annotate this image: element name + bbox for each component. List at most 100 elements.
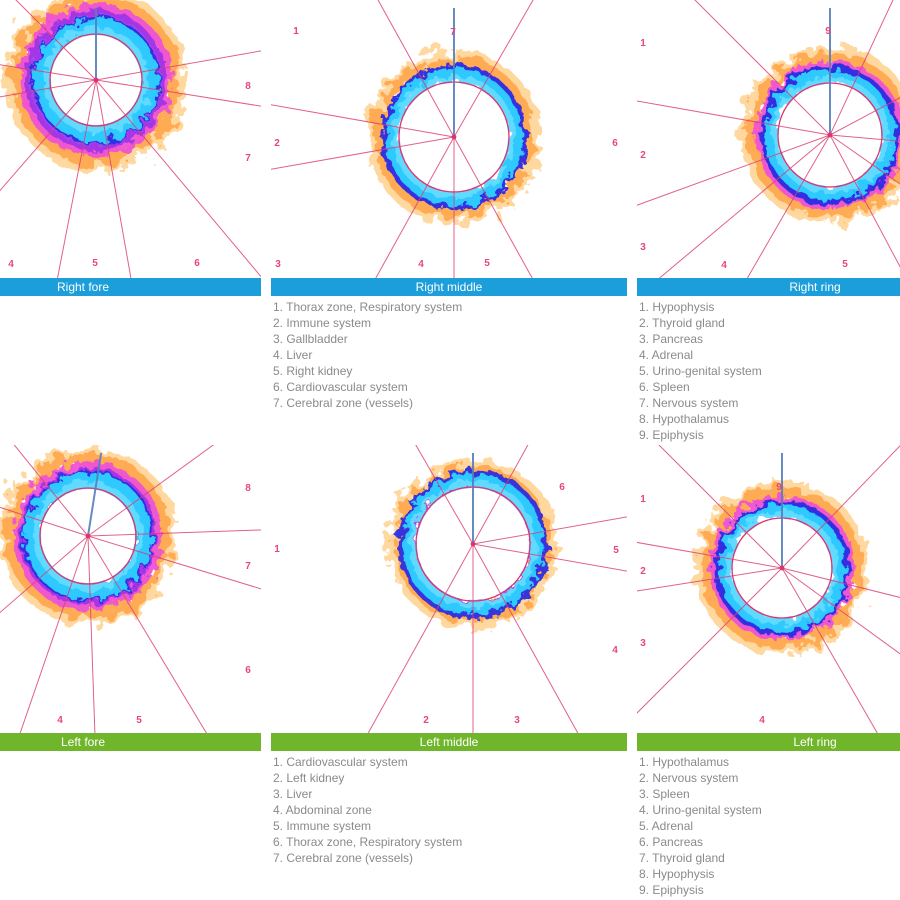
sector-list-item: 4. Urino-genital system (639, 803, 762, 817)
sector-number-label: 3 (640, 242, 646, 253)
sector-number-label: 6 (245, 665, 251, 676)
sector-number-label: 7 (245, 561, 251, 572)
sector-number-label: 4 (418, 259, 424, 270)
sector-number-label: 7 (245, 153, 251, 164)
sector-list-item: 8. Hypothalamus (639, 412, 730, 426)
aura-visualization: 1 2 3 4 9 (637, 445, 900, 733)
sector-list-item: 4. Adrenal (639, 348, 694, 362)
sector-list-item: 6. Spleen (639, 380, 690, 394)
aura-image-left-fore[interactable]: 4 5 6 7 8 (0, 445, 261, 733)
panel-left-ring: 1 2 3 4 9 Left ring 1. Hypothalamus 2. Nervou… (637, 445, 900, 900)
sector-list: 1. Cardiovascular system 2. Left kidney 3.… (271, 751, 627, 866)
panel-title-bar: Right ring (637, 278, 900, 296)
aura-image-left-ring[interactable]: 1 2 3 4 9 (637, 445, 900, 733)
sector-list-item (0, 834, 261, 850)
sector-list-item: 4. Abdominal zone (273, 803, 372, 817)
sector-list-item: 3. Liver (273, 787, 313, 801)
sector-list-item: 5. Right kidney (273, 364, 353, 378)
panel-right-middle: 1 2 3 4 5 6 7 Right middle 1. Thorax zone, Res… (271, 0, 627, 445)
panel-right-ring: 1 2 3 4 5 9 Right ring 1. Hypophysis 2. Thyroi… (637, 0, 900, 445)
panel-title: Right fore (56, 280, 110, 294)
sector-list-item: 3. Pancreas (639, 332, 704, 346)
sector-list-item (0, 866, 261, 882)
sector-number-label: 8 (245, 81, 251, 92)
sector-number-label: 6 (612, 138, 618, 149)
aura-image-right-middle[interactable]: 1 2 3 4 5 6 7 (271, 0, 627, 278)
panel-title: Right middle (415, 280, 483, 294)
sector-list-item: 6. Thorax zone, Respiratory system (273, 835, 463, 849)
sector-list-item: ninor zone (0, 802, 261, 818)
sector-number-label: 5 (484, 258, 490, 269)
sector-number-label: 4 (721, 260, 727, 271)
sector-list-item (0, 299, 261, 315)
sector-list: ninor zone non (0, 296, 261, 443)
aura-visualization: 1 2 3 4 5 9 (637, 0, 900, 278)
sector-number-label: 4 (759, 715, 765, 726)
sector-list-item: 5. Adrenal (639, 819, 694, 833)
sector-list-item: 3. Gallbladder (273, 332, 348, 346)
sector-number-label: 6 (559, 482, 565, 493)
sector-list-item: on (0, 882, 261, 898)
aura-image-right-ring[interactable]: 1 2 3 4 5 9 (637, 0, 900, 278)
sector-number-label: 5 (842, 259, 848, 270)
sector-list-item: 7. Nervous system (639, 396, 739, 410)
sector-list: on teninor zone on (0, 751, 261, 898)
panel-title: Left fore (60, 735, 106, 749)
sector-number-label: 5 (92, 258, 98, 269)
aura-visualization: 1 2 3 4 5 6 (274, 445, 627, 733)
sector-list-item: 4. Liver (273, 348, 313, 362)
sector-number-label: 3 (514, 715, 520, 726)
sector-number-label: 1 (293, 26, 299, 37)
sector-number-label: 5 (136, 715, 142, 726)
sector-list-item (0, 315, 261, 331)
aura-image-right-fore[interactable]: 4 5 6 7 8 (0, 0, 261, 278)
sector-number-label: 6 (194, 258, 200, 269)
sector-list-item: 1. Thorax zone, Respiratory system (273, 300, 463, 314)
panel-left-fore: 4 5 6 7 8 Left fore on teninor zone on (0, 445, 261, 900)
panel-title-bar: Right fore (0, 278, 261, 296)
sector-list-item: 1. Cardiovascular system (273, 755, 408, 769)
sector-list-item: 3. Spleen (639, 787, 690, 801)
panel-title: Left middle (419, 735, 479, 749)
sector-list-item (0, 770, 261, 786)
sector-list-item: on (0, 754, 261, 770)
aura-visualization: 4 5 6 7 8 (0, 445, 261, 733)
sector-list-item (0, 379, 261, 395)
sector-number-label: 2 (274, 138, 280, 149)
sector-number-label: 2 (423, 715, 429, 726)
sector-list-item (0, 395, 261, 411)
sector-list: 1. Hypothalamus 2. Nervous system 3. Splee… (637, 751, 900, 898)
sector-list-item (0, 850, 261, 866)
sector-number-label: 5 (613, 545, 619, 556)
sector-list-item: 6. Pancreas (639, 835, 704, 849)
sector-number-label: 1 (640, 494, 646, 505)
sector-list-item (0, 818, 261, 834)
sector-list-item: 7. Cerebral zone (vessels) (273, 851, 414, 865)
sector-number-label: 9 (825, 26, 831, 37)
panel-right-fore: 4 5 6 7 8 Right fore ninor zone non (0, 0, 261, 445)
sector-list-item: ninor zone (0, 363, 261, 379)
sector-number-label: 4 (8, 259, 14, 270)
sector-number-label: 7 (450, 27, 456, 38)
aura-image-left-middle[interactable]: 1 2 3 4 5 6 (271, 445, 627, 733)
sector-list-item: 7. Thyroid gland (639, 851, 725, 865)
panel-left-middle: 1 2 3 4 5 6 Left middle 1. Cardiovascular sys… (271, 445, 627, 900)
sector-list-item: 8. Hypophysis (639, 867, 715, 881)
sector-list: 1. Thorax zone, Respiratory system 2. Imm… (271, 296, 627, 411)
sector-number-label: 8 (245, 483, 251, 494)
sector-list-item (0, 331, 261, 347)
sector-number-label: 3 (640, 638, 646, 649)
sector-list-item: 6. Cardiovascular system (273, 380, 408, 394)
sector-number-label: 1 (640, 38, 646, 49)
sector-list-item: 9. Epiphysis (639, 428, 704, 442)
sector-list-item: on (0, 427, 261, 443)
sector-list-item: 2. Left kidney (273, 771, 345, 785)
sector-list-item: 2. Immune system (273, 316, 372, 330)
sector-list: 1. Hypophysis 2. Thyroid gland 3. Pancreas… (637, 296, 900, 443)
sector-list-item: 1. Hypophysis (639, 300, 715, 314)
sector-number-label: 9 (776, 482, 782, 493)
panel-title-bar: Left ring (637, 733, 900, 751)
panel-title-bar: Left fore (0, 733, 261, 751)
aura-visualization: 4 5 6 7 8 (0, 0, 261, 278)
